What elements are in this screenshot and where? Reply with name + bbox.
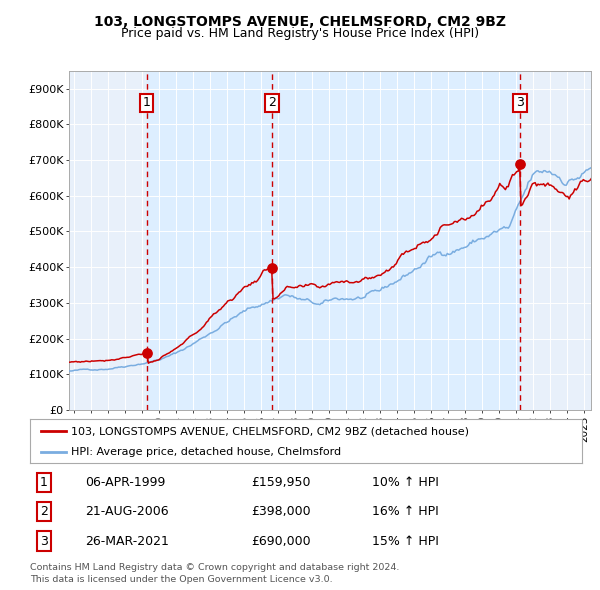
Text: 1: 1 [143,96,151,109]
Text: This data is licensed under the Open Government Licence v3.0.: This data is licensed under the Open Gov… [30,575,332,584]
Text: 103, LONGSTOMPS AVENUE, CHELMSFORD, CM2 9BZ (detached house): 103, LONGSTOMPS AVENUE, CHELMSFORD, CM2 … [71,427,469,436]
Text: Price paid vs. HM Land Registry's House Price Index (HPI): Price paid vs. HM Land Registry's House … [121,27,479,40]
Text: £159,950: £159,950 [251,476,310,489]
Text: 26-MAR-2021: 26-MAR-2021 [85,535,169,548]
Text: 2: 2 [268,96,276,109]
Text: £398,000: £398,000 [251,505,310,519]
Text: HPI: Average price, detached house, Chelmsford: HPI: Average price, detached house, Chel… [71,447,341,457]
Text: 3: 3 [40,535,48,548]
Text: 15% ↑ HPI: 15% ↑ HPI [372,535,439,548]
Text: 3: 3 [516,96,524,109]
Point [515,159,525,168]
Text: £690,000: £690,000 [251,535,310,548]
Bar [272,71,520,410]
Point [142,348,152,358]
Text: 16% ↑ HPI: 16% ↑ HPI [372,505,439,519]
Bar [147,71,272,410]
Text: 2: 2 [40,505,48,519]
Text: 06-APR-1999: 06-APR-1999 [85,476,166,489]
Text: Contains HM Land Registry data © Crown copyright and database right 2024.: Contains HM Land Registry data © Crown c… [30,563,400,572]
Text: 21-AUG-2006: 21-AUG-2006 [85,505,169,519]
Text: 1: 1 [40,476,48,489]
Text: 103, LONGSTOMPS AVENUE, CHELMSFORD, CM2 9BZ: 103, LONGSTOMPS AVENUE, CHELMSFORD, CM2 … [94,15,506,29]
Point [267,263,277,273]
Text: 10% ↑ HPI: 10% ↑ HPI [372,476,439,489]
